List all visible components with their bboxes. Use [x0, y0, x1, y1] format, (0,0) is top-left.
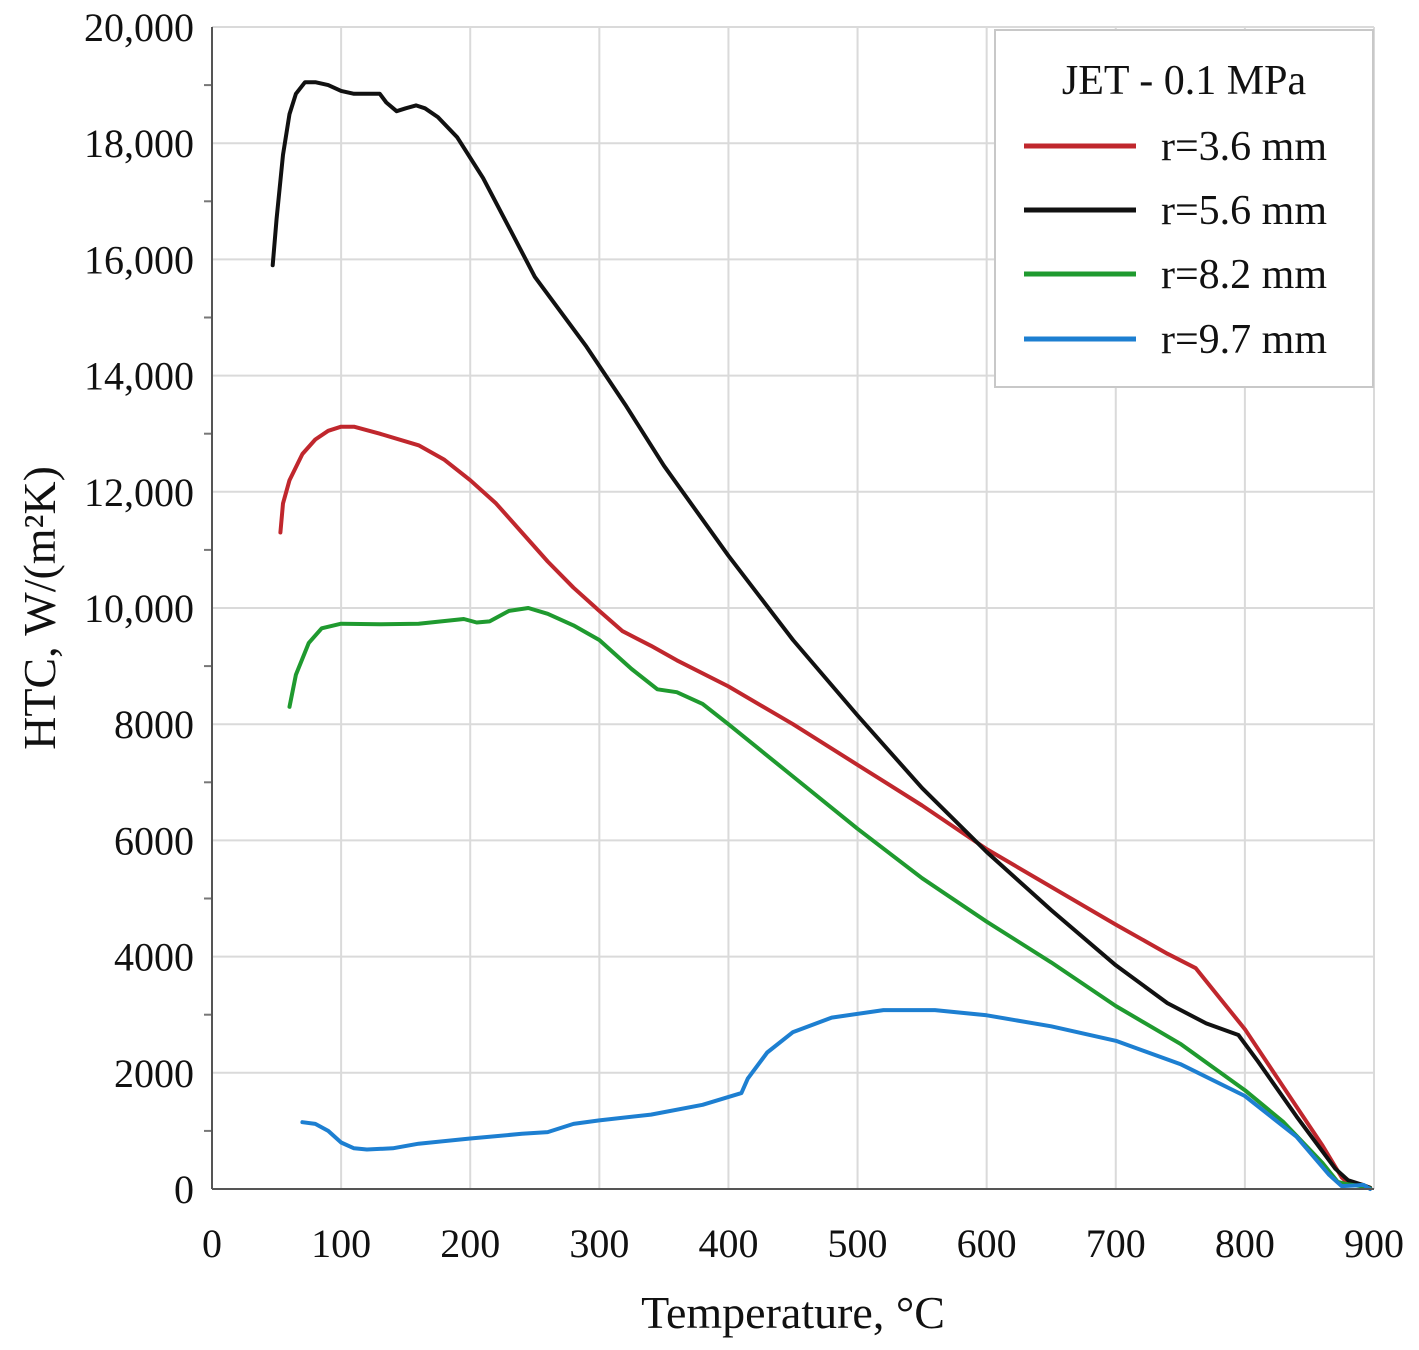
x-tick-label-3: 300	[569, 1221, 629, 1266]
series-line-1	[278, 424, 1373, 1190]
y-tick-label-7: 14,000	[84, 354, 194, 399]
y-tick-label-4: 8000	[114, 702, 194, 747]
series-line-3	[287, 606, 1373, 1191]
x-axis-title: Temperature, °C	[641, 1287, 945, 1338]
x-tick-labels: 0 100 200 300 400 500 600 700 800 900	[202, 1221, 1404, 1266]
series-line-2	[270, 80, 1373, 1190]
series-layer	[270, 80, 1373, 1191]
y-axis-title: HTC, W/(m²K)	[14, 466, 65, 750]
x-tick-label-0: 0	[202, 1221, 222, 1266]
x-tick-label-2: 200	[440, 1221, 500, 1266]
y-tick-label-3: 6000	[114, 818, 194, 863]
x-tick-label-9: 900	[1344, 1221, 1404, 1266]
x-tick-label-5: 500	[828, 1221, 888, 1266]
y-tick-label-0: 0	[174, 1167, 194, 1212]
y-tick-label-1: 2000	[114, 1051, 194, 1096]
legend-label-1: r=3.6 mm	[1161, 124, 1327, 170]
y-tick-label-8: 16,000	[84, 237, 194, 282]
x-tick-label-7: 700	[1086, 1221, 1146, 1266]
x-tick-label-1: 100	[311, 1221, 371, 1266]
y-tick-labels: 0 2000 4000 6000 8000 10,000 12,000 14,000 16,00…	[84, 5, 194, 1212]
x-tick-label-8: 800	[1215, 1221, 1275, 1266]
legend-label-3: r=8.2 mm	[1161, 252, 1327, 298]
y-tick-label-5: 10,000	[84, 586, 194, 631]
series-line-4	[300, 1008, 1373, 1191]
x-tick-label-4: 400	[698, 1221, 758, 1266]
y-tick-label-2: 4000	[114, 935, 194, 980]
y-tick-label-6: 12,000	[84, 470, 194, 515]
y-tick-label-10: 20,000	[84, 5, 194, 50]
legend: JET - 0.1 MPa r=3.6 mm r=5.6 mm r=8.2 mm r=…	[994, 29, 1374, 388]
legend-title: JET - 0.1 MPa	[1062, 58, 1307, 104]
legend-label-2: r=5.6 mm	[1161, 188, 1327, 234]
legend-label-4: r=9.7 mm	[1161, 317, 1327, 363]
y-tick-label-9: 18,000	[84, 121, 194, 166]
x-tick-label-6: 600	[957, 1221, 1017, 1266]
